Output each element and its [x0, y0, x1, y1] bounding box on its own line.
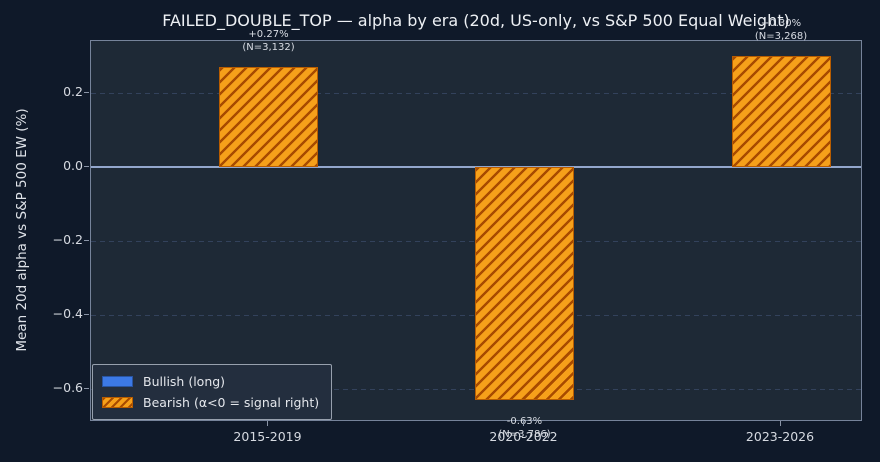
annotation-value: -0.63%	[506, 416, 543, 428]
chart-title: FAILED_DOUBLE_TOP — alpha by era (20d, U…	[162, 11, 790, 30]
legend-label: Bullish (long)	[143, 374, 226, 389]
legend: Bullish (long) Bearish (α<0 = signal righ…	[92, 364, 333, 420]
x-tick-mark	[779, 421, 781, 426]
bullish-swatch-icon	[102, 376, 133, 387]
bar-annotation: +0.30% (N=3,268)	[711, 17, 851, 43]
bar-annotation: +0.27% (N=3,132)	[199, 28, 339, 54]
legend-entry: Bearish (α<0 = signal right)	[102, 392, 319, 413]
x-tick-label: 2015-2019	[233, 429, 302, 444]
legend-entry: Bullish (long)	[102, 371, 319, 392]
annotation-count: (N=3,786)	[498, 429, 551, 441]
y-tick-label: −0.2	[52, 232, 83, 247]
y-tick-label: −0.4	[52, 306, 83, 321]
x-tick-mark	[267, 421, 268, 426]
y-tick-label: 0.0	[63, 158, 83, 173]
y-tick-mark	[84, 165, 89, 167]
annotation-count: (N=3,268)	[754, 31, 808, 42]
x-tick-label: 2023-2026	[745, 429, 815, 444]
x-tick-mark	[523, 421, 524, 426]
y-gridline	[91, 92, 861, 94]
y-tick-mark	[84, 239, 89, 241]
y-tick-label: 0.2	[63, 84, 83, 99]
y-tick-label: −0.6	[52, 380, 83, 395]
bearish-hatched-swatch-icon	[102, 397, 133, 408]
bar-annotation: -0.63% (N=3,786)	[455, 415, 595, 441]
y-axis-label: Mean 20d alpha vs S&P 500 EW (%)	[14, 108, 30, 352]
bar-2015-2019	[219, 67, 318, 167]
bar-2023-2026	[731, 56, 831, 167]
annotation-value: +0.27%	[248, 29, 289, 41]
y-tick-mark	[84, 313, 89, 315]
annotation-count: (N=3,132)	[242, 42, 295, 54]
x-tick-label: 2020-2022	[489, 429, 558, 444]
legend-label: Bearish (α<0 = signal right)	[143, 395, 320, 410]
annotation-value: +0.30%	[760, 18, 802, 29]
y-tick-mark	[84, 91, 89, 93]
plot-area: +0.27% (N=3,132) -0.63% (N=3,786) +0.30% (N=3…	[90, 18, 862, 440]
bar-2020-2022	[475, 167, 574, 401]
y-tick-mark	[84, 387, 89, 389]
